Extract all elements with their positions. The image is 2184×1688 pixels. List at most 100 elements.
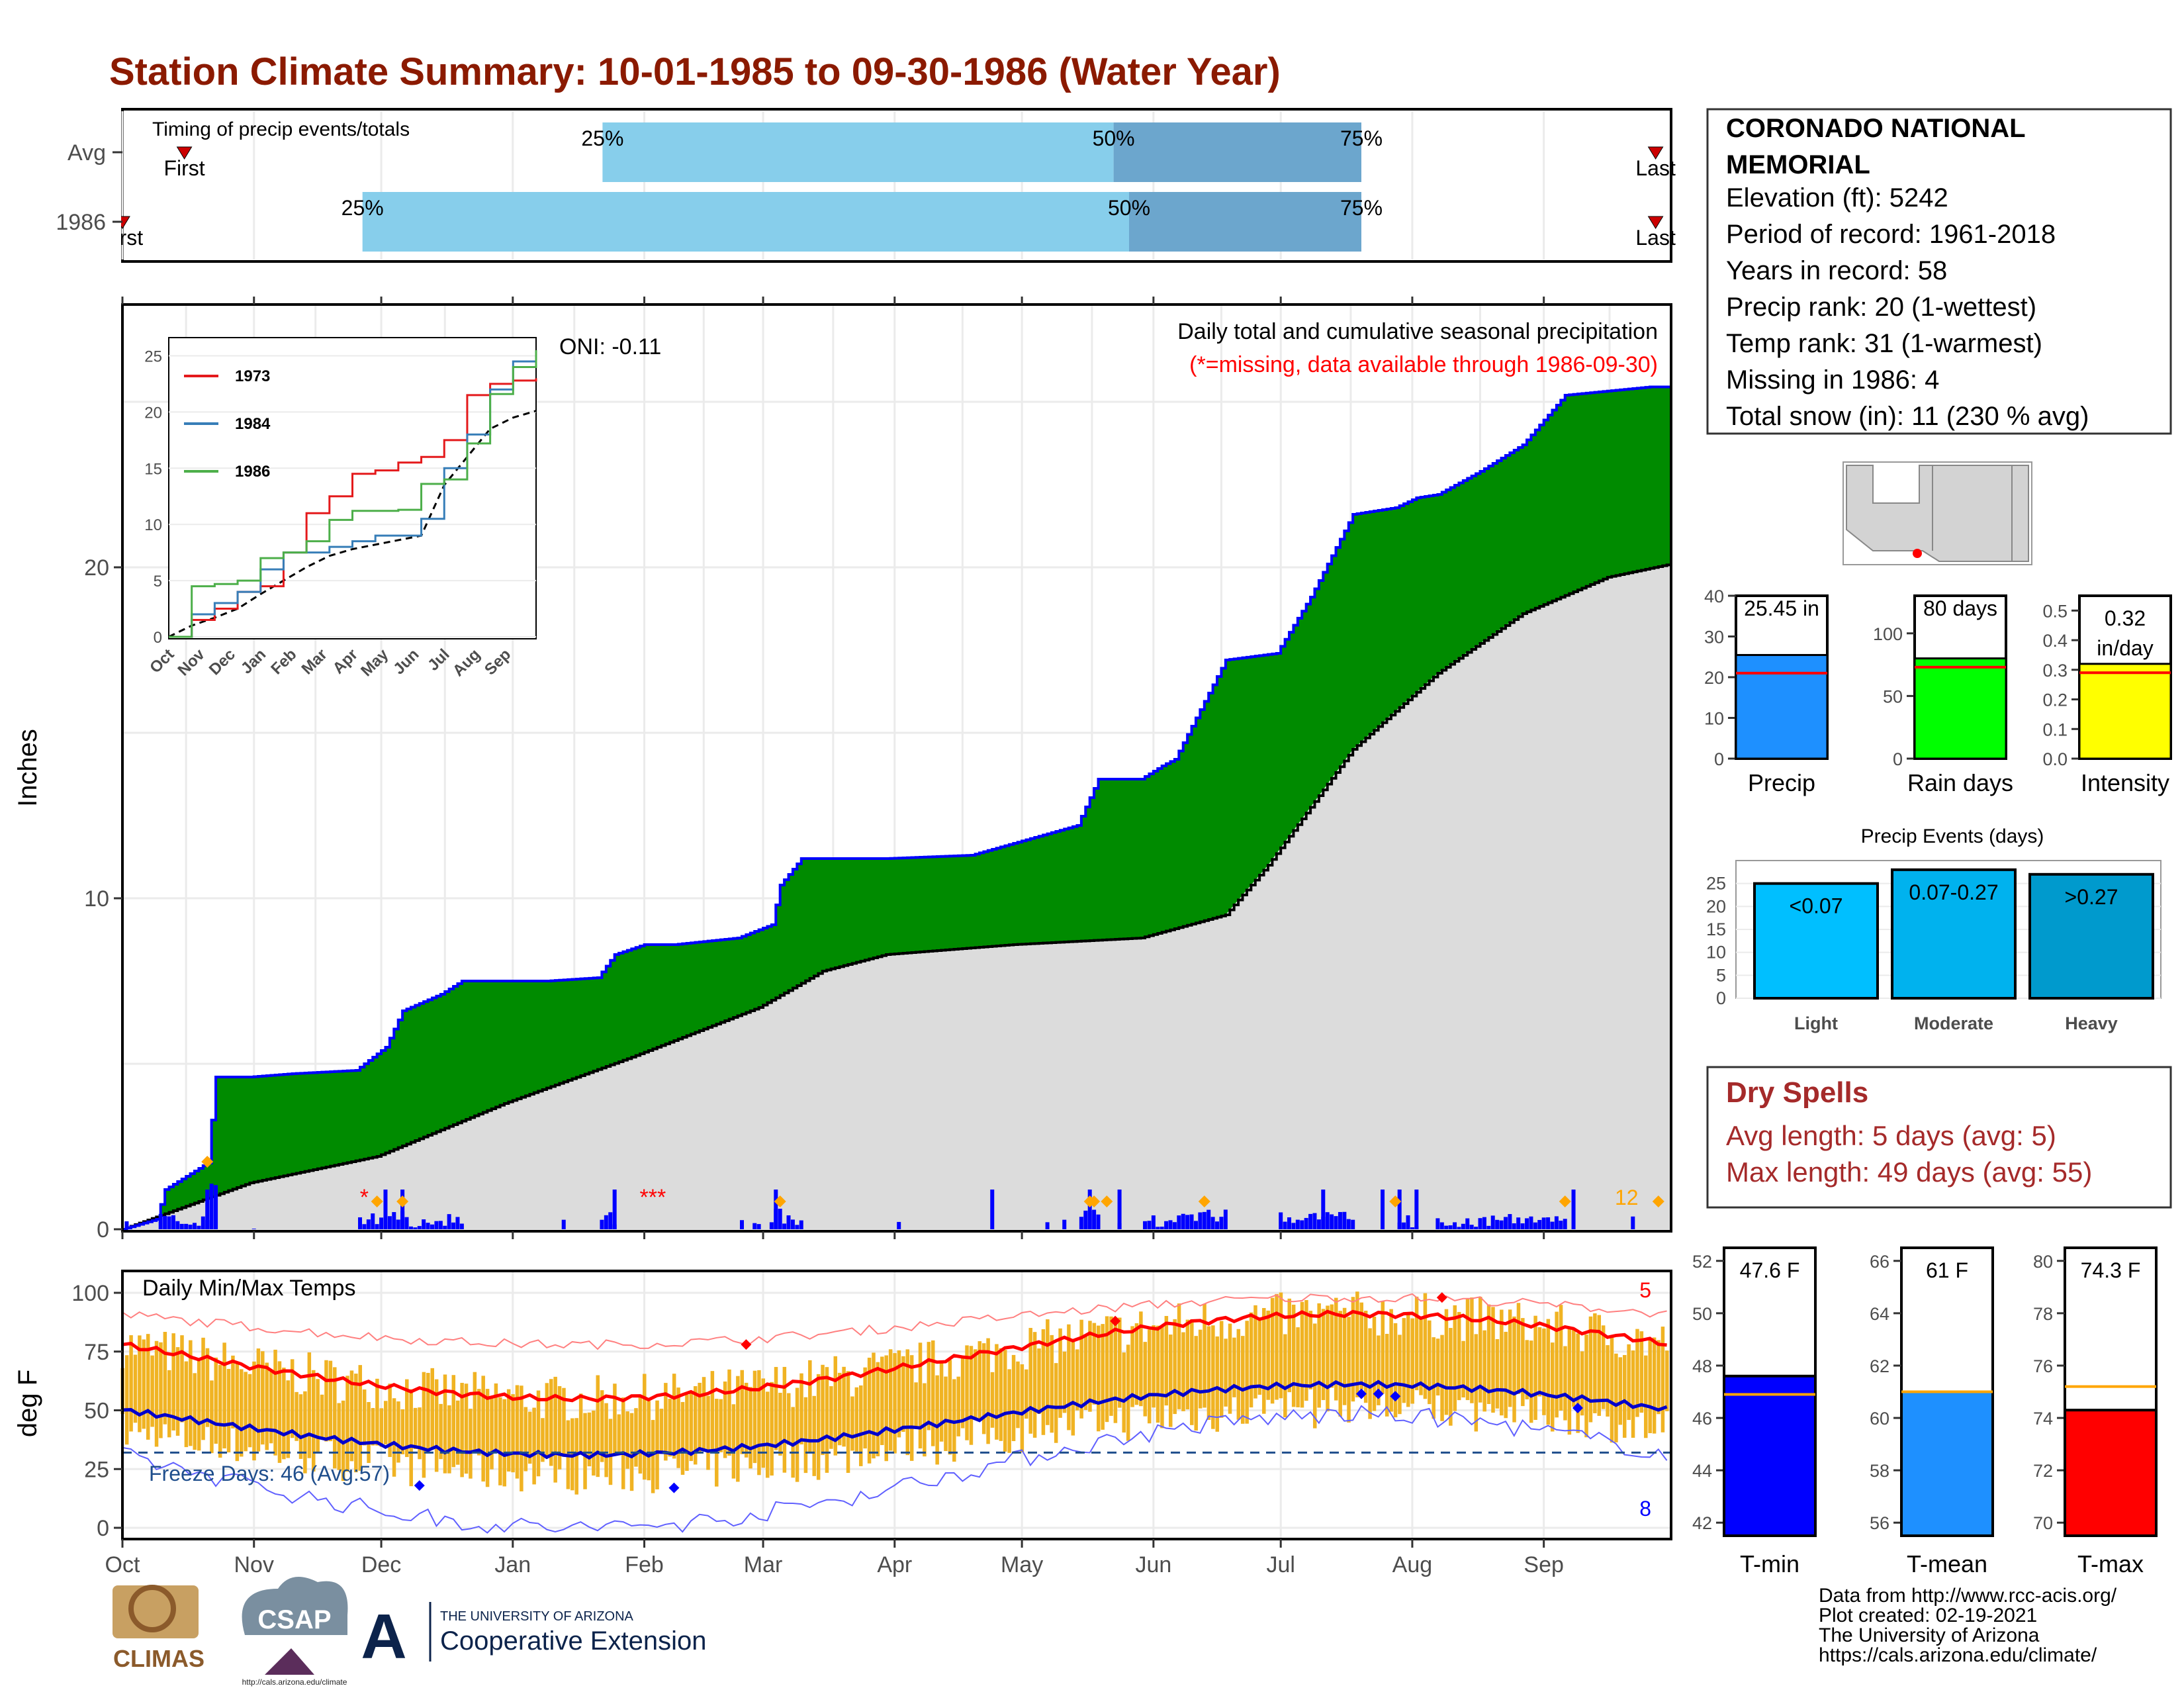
daily-temp-bar [464, 1383, 469, 1474]
daily-temp-bar [1389, 1309, 1393, 1412]
daily-temp-bar [710, 1371, 715, 1449]
summary-name-label: Rain days [1907, 769, 2013, 796]
daily-precip-bar [790, 1219, 795, 1229]
daily-temp-bar [638, 1394, 643, 1474]
daily-temp-bar [226, 1368, 231, 1453]
daily-temp-bar [138, 1335, 142, 1432]
daily-temp-bar [795, 1387, 799, 1482]
temp-tick-label: 70 [2033, 1513, 2053, 1533]
daily-temp-bar [1584, 1335, 1588, 1438]
temp-tick-label: 72 [2033, 1461, 2053, 1481]
ua-logo: A THE UNIVERSITY OF ARIZONA Cooperative … [361, 1601, 706, 1672]
daily-temp-bar [1317, 1303, 1321, 1408]
daily-temp-bar [1075, 1349, 1079, 1411]
average-area [122, 564, 1671, 1229]
station-snow: Total snow (in): 11 (230 % avg) [1726, 402, 2089, 431]
timing-p25-label: 25% [341, 196, 384, 220]
daily-temp-bar [1457, 1311, 1461, 1401]
daily-temp-bar [1665, 1350, 1669, 1411]
daily-temp-bar [1190, 1319, 1194, 1425]
dry-spells-max: Max length: 49 days (avg: 55) [1726, 1156, 2092, 1188]
temp-tick-label: 46 [1692, 1409, 1712, 1429]
record-low-marker [1373, 1388, 1384, 1399]
daily-temp-bar [999, 1348, 1003, 1441]
daily-temp-bar [341, 1400, 345, 1481]
daily-temp-bar [583, 1413, 587, 1489]
daily-temp-bar [765, 1391, 770, 1478]
daily-precip-bar [752, 1223, 757, 1229]
temp-value-label: 74.3 F [2081, 1258, 2141, 1282]
daily-precip-bar [604, 1215, 608, 1229]
events-category: Heavy [2065, 1013, 2118, 1033]
daily-temp-bar [1657, 1340, 1661, 1415]
above-average-area [122, 387, 1671, 1229]
record-high-line [122, 1293, 1667, 1350]
daily-temp-bar [1156, 1325, 1160, 1423]
daily-precip-bar [1087, 1190, 1092, 1229]
summary-tick-label: 0.4 [2042, 631, 2068, 651]
daily-temp-bar [1291, 1304, 1296, 1407]
record-high-marker [1110, 1315, 1121, 1327]
daily-temp-bar [1486, 1304, 1491, 1405]
daily-temp-bar [1054, 1363, 1058, 1443]
y-tick-label: 0 [97, 1516, 109, 1541]
daily-temp-bar [782, 1366, 787, 1473]
inset-y-label: 25 [144, 348, 162, 365]
daily-temp-bar [362, 1389, 367, 1446]
summary-tick-label: 0.5 [2042, 601, 2068, 621]
daily-temp-bar [719, 1399, 723, 1452]
daily-precip-bar [1571, 1190, 1576, 1229]
events-tick-label: 15 [1706, 919, 1726, 939]
daily-precip-bar [1512, 1223, 1516, 1229]
daily-precip-bar [1525, 1218, 1529, 1229]
daily-temp-bar [1011, 1354, 1016, 1442]
daily-temp-bar [1312, 1323, 1317, 1429]
daily-precip-bar [1499, 1220, 1504, 1229]
daily-temp-bar [413, 1407, 418, 1450]
daily-precip-bar [124, 1221, 129, 1229]
cumulative-1986-line [122, 385, 1671, 1231]
daily-temp-bar [774, 1367, 778, 1450]
summary-tick-label: 0 [1714, 749, 1724, 769]
daily-temp-bar [655, 1400, 659, 1489]
event-marker [201, 1156, 214, 1168]
daily-precip-bar [1478, 1218, 1482, 1229]
daily-temp-bar [324, 1360, 328, 1442]
daily-temp-bar [1169, 1335, 1173, 1427]
daily-precip-bar [438, 1221, 443, 1229]
daily-temp-bar [146, 1334, 150, 1440]
temp-tick-label: 76 [2033, 1356, 2053, 1376]
daily-temp-bar [477, 1389, 481, 1456]
dry-spells: Dry Spells Avg length: 5 days (avg: 5) M… [1706, 1066, 2172, 1209]
station-temp-rank: Temp rank: 31 (1-warmest) [1726, 329, 2042, 358]
daily-temp-bar [163, 1331, 167, 1425]
station-box [1706, 108, 2172, 435]
inset-y-label: 10 [144, 516, 162, 534]
daily-precip-bar [1321, 1190, 1326, 1229]
daily-temp-bar [1614, 1353, 1618, 1442]
daily-temp-bar [1444, 1309, 1449, 1415]
daily-precip-bar [387, 1216, 392, 1229]
temp-name-label: T-min [1740, 1550, 1799, 1577]
daily-temp-bar [1559, 1305, 1563, 1411]
daily-temp-bar [1563, 1346, 1567, 1421]
daily-temp-bar [1500, 1309, 1504, 1416]
temp-tick-label: 52 [1692, 1252, 1712, 1272]
daily-temp-bar [1079, 1319, 1083, 1419]
daily-temp-bar [527, 1411, 532, 1464]
daily-temp-bar [1355, 1291, 1359, 1397]
daily-temp-bar [1606, 1345, 1610, 1417]
daily-precip-bar [404, 1217, 409, 1229]
daily-temp-bar [485, 1389, 490, 1487]
summary-tick-label: 100 [1873, 624, 1903, 644]
daily-temp-bar [974, 1349, 978, 1420]
daily-temp-bar [1449, 1328, 1453, 1426]
y-tick-label: 25 [84, 1457, 109, 1482]
daily-precip-bar [408, 1226, 413, 1229]
daily-temp-bar [1555, 1311, 1559, 1418]
timing-bar-25-50 [602, 122, 1114, 182]
daily-temp-bar [1109, 1316, 1113, 1416]
daily-temp-bar [434, 1379, 439, 1472]
locator-map [1843, 461, 2032, 565]
